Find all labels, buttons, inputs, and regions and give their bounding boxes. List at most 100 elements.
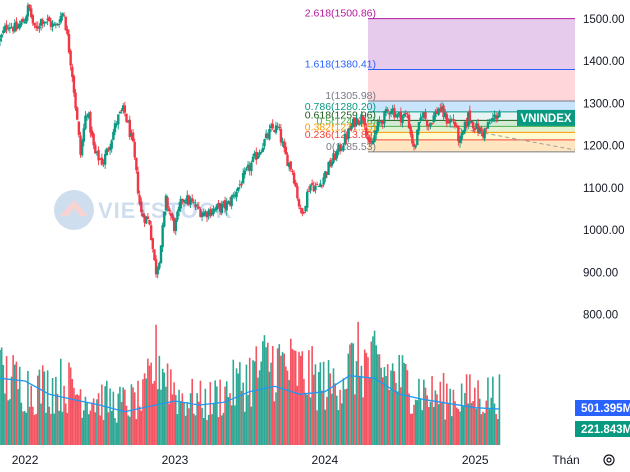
time-tick-label: 2022 <box>12 453 39 467</box>
volume-bar <box>480 414 483 445</box>
candle-body <box>437 108 440 115</box>
candle-body <box>250 162 253 172</box>
volume-bar <box>176 414 179 445</box>
volume-bar <box>28 406 31 445</box>
volume-bar <box>482 411 484 445</box>
candle-body <box>365 127 368 136</box>
volume-bar <box>148 365 151 445</box>
candle-body <box>204 211 207 215</box>
volume-bar <box>41 365 44 445</box>
candle-body <box>220 203 223 214</box>
volume-bar <box>13 364 16 445</box>
volume-bar <box>418 378 420 445</box>
candle-body <box>56 24 59 26</box>
volume-bar <box>285 366 287 445</box>
gear-icon[interactable] <box>603 454 615 466</box>
candle-body <box>80 140 84 156</box>
fib-level-label: 0.618(1259.96) <box>305 109 376 121</box>
volume-bar <box>94 412 97 445</box>
candle-body <box>402 114 406 117</box>
volume-bar <box>147 358 149 445</box>
candle-body <box>412 143 416 147</box>
candle-body <box>340 148 343 151</box>
candle-body <box>358 122 361 125</box>
candle-body <box>218 203 222 212</box>
volume-bar <box>344 389 346 445</box>
volume-value-label: 221.843M <box>575 421 630 437</box>
volume-bar <box>4 393 6 445</box>
fib-level-label: 0.236(1213.89) <box>305 129 376 141</box>
volume-bar <box>490 397 493 445</box>
volume-bar <box>377 354 379 445</box>
volume-bar <box>321 390 323 445</box>
volume-bar <box>227 397 230 445</box>
volume-bar <box>145 378 148 445</box>
candle-body <box>427 124 430 126</box>
candle-body <box>46 18 49 21</box>
candle-body <box>128 119 131 138</box>
volume-bar <box>45 412 47 445</box>
candle-body <box>330 162 334 166</box>
volume-bar <box>97 393 100 445</box>
volume-bar <box>250 406 253 445</box>
candle-body <box>284 146 288 155</box>
volume-bar <box>214 380 217 445</box>
candle-body <box>335 151 338 159</box>
volume-bar <box>232 359 235 445</box>
volume-bar <box>419 399 422 445</box>
candle-body <box>332 153 335 163</box>
candle-body <box>182 200 186 203</box>
price-tick-label: 1300.00 <box>583 98 625 110</box>
candle-body <box>322 177 325 185</box>
volume-bar <box>166 363 169 445</box>
price-tick-label: 1000.00 <box>583 225 625 237</box>
candle-body <box>325 172 329 174</box>
volume-bar <box>7 400 10 445</box>
gear-ring <box>603 454 615 466</box>
candle-body <box>169 213 173 216</box>
volume-bar <box>322 361 325 445</box>
price-tick-label: 1100.00 <box>583 183 624 195</box>
volume-bar <box>487 377 489 445</box>
volume-bar <box>293 350 295 445</box>
volume-bar <box>181 393 184 445</box>
volume-bar <box>222 412 225 445</box>
volume-bar <box>436 394 438 445</box>
candle-body <box>13 23 16 32</box>
volume-bar <box>360 365 363 445</box>
volume-bar <box>450 416 453 445</box>
candle-body <box>473 127 476 131</box>
candle-body <box>136 171 140 194</box>
volume-bar <box>386 364 389 445</box>
volume-bar <box>207 414 210 445</box>
candle-body <box>235 192 238 198</box>
candle-body <box>406 116 409 118</box>
candle-body <box>404 113 407 115</box>
volume-bar <box>288 379 290 445</box>
volume-bar <box>367 357 369 445</box>
volume-bar <box>331 393 333 445</box>
candle-body <box>283 141 286 149</box>
candle-body <box>342 145 345 151</box>
candle-body <box>273 130 276 132</box>
volume-bar <box>18 366 21 445</box>
candle-body <box>324 171 327 179</box>
candle-body <box>396 114 399 118</box>
candle-body <box>237 187 240 192</box>
candle-body <box>496 115 499 119</box>
candle-body <box>371 141 375 145</box>
candle-body <box>292 172 296 184</box>
candle-body <box>266 133 269 138</box>
volume-bar <box>370 341 373 445</box>
volume-bar <box>457 409 460 445</box>
volume-bar <box>409 413 412 445</box>
volume-bar <box>488 409 491 445</box>
volume-bar <box>163 372 166 445</box>
volume-bar <box>296 385 299 445</box>
candle-body <box>307 190 311 192</box>
volume-bar <box>444 419 447 445</box>
time-tick-label: 2023 <box>162 453 189 467</box>
candle-body <box>100 157 104 165</box>
